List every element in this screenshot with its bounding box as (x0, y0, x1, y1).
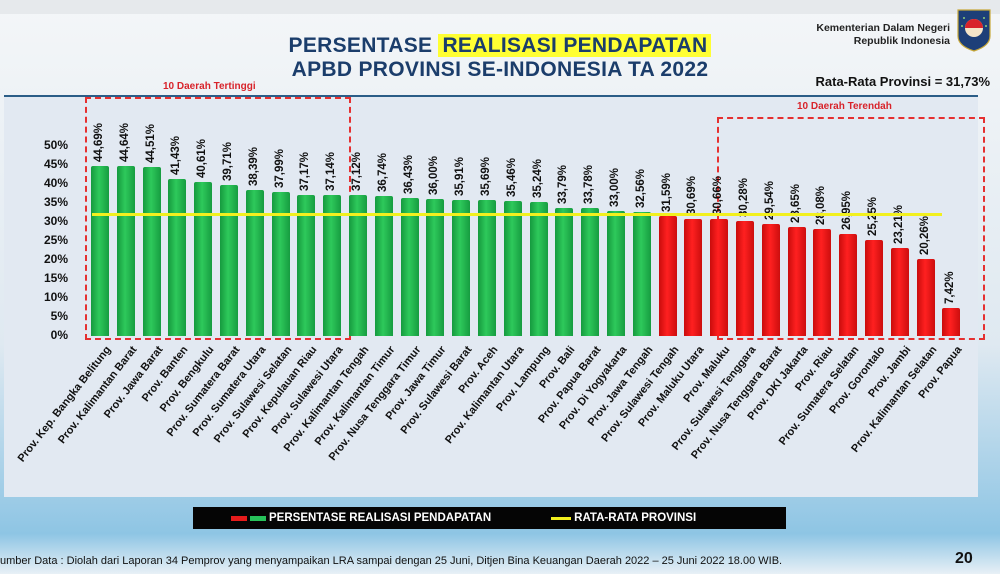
bar-value-label: 36,74% (376, 153, 389, 193)
legend-line-label: RATA-RATA PROVINSI (574, 512, 697, 524)
average-label: Rata-Rata Provinsi = 31,73% (815, 74, 991, 89)
chart-legend: PERSENTASE REALISASI PENDAPATAN RATA-RAT… (193, 507, 786, 529)
bar-value-label: 7,42% (944, 271, 957, 304)
y-tick-label: 15% (43, 271, 68, 285)
bar (581, 207, 600, 336)
y-tick-label: 35% (43, 195, 68, 209)
bar-value-label: 33,78% (583, 164, 596, 204)
bar (607, 210, 625, 336)
y-tick-label: 50% (43, 138, 68, 152)
y-tick-label: 25% (43, 233, 68, 247)
bar (658, 215, 677, 336)
bar-value-label: 29,54% (763, 180, 776, 220)
bar (813, 229, 832, 336)
bar-value-label: 41,43% (170, 135, 183, 175)
bar (91, 166, 109, 336)
bar (761, 223, 780, 336)
y-tick-label: 10% (43, 290, 68, 304)
bar-value-label: 35,46% (505, 158, 518, 198)
bar (323, 194, 342, 336)
bar-value-label: 33,79% (557, 164, 570, 204)
bar (865, 240, 883, 336)
bar (529, 202, 548, 336)
bar-value-label: 28,08% (815, 186, 828, 226)
bar-value-label: 36,00% (428, 156, 441, 196)
bar-value-label: 26,95% (841, 190, 854, 230)
bar-value-label: 35,91% (454, 156, 467, 196)
bar-value-label: 37,99% (273, 148, 286, 188)
bar-value-label: 25,25% (867, 197, 879, 237)
bar (271, 191, 290, 336)
bar-value-label: 44,64% (118, 123, 131, 163)
bar-value-label: 33,00% (609, 167, 621, 207)
bar-value-label: 37,14% (325, 151, 338, 191)
legend-red-swatch-icon (231, 515, 247, 521)
top-group-label: 10 Daerah Tertinggi (163, 81, 256, 92)
source-note: umber Data : Diolah dari Laporan 34 Pemp… (0, 555, 783, 567)
bar (916, 259, 935, 336)
bottom-group-label: 10 Daerah Terendah (797, 101, 892, 112)
bar (400, 197, 419, 336)
bar (942, 307, 961, 336)
bar (374, 196, 393, 336)
bar-value-label: 32,56% (634, 169, 647, 209)
bar (555, 207, 574, 336)
bar-value-label: 40,61% (196, 138, 209, 178)
bar-value-label: 37,17% (299, 151, 312, 191)
slide-top-bar (0, 0, 1000, 14)
bar (116, 166, 135, 336)
y-tick-label: 30% (43, 214, 68, 228)
y-tick-label: 20% (43, 252, 68, 266)
bar-value-label: 35,24% (531, 159, 544, 199)
bar-value-label: 20,26% (918, 215, 931, 255)
bar-value-label: 35,69% (480, 157, 492, 197)
bar-value-label: 30,69% (686, 176, 699, 216)
chart-title: PERSENTASE REALISASI PENDAPATAN APBD PRO… (270, 34, 730, 82)
bar (426, 199, 445, 336)
kemendagri-logo-icon (957, 9, 991, 52)
bar (787, 227, 806, 336)
title-line2: APBD PROVINSI SE-INDONESIA TA 2022 (291, 58, 709, 81)
bar-value-label: 44,69% (93, 123, 105, 163)
bar (168, 178, 187, 336)
bar (684, 219, 703, 336)
bar (710, 219, 729, 336)
bar (142, 166, 161, 336)
page-number: 20 (955, 550, 973, 567)
bar (478, 200, 496, 336)
bar-value-label: 39,71% (222, 142, 234, 182)
y-tick-label: 0% (50, 328, 68, 342)
legend-green-swatch-icon (250, 515, 266, 521)
bar (632, 212, 651, 336)
ministry-line1: Kementerian Dalam Negeri (816, 22, 950, 34)
bar (839, 233, 858, 336)
bar-value-label: 38,39% (247, 147, 260, 187)
bar (890, 247, 909, 336)
bar (297, 194, 316, 336)
bar (736, 220, 754, 336)
bar-value-label: 30,66% (712, 176, 725, 216)
legend-bars-label: PERSENTASE REALISASI PENDAPATAN (269, 512, 492, 524)
bar-value-label: 30,28% (738, 177, 750, 217)
average-line (92, 213, 942, 216)
bar (452, 199, 471, 336)
bar-value-label: 31,59% (660, 172, 673, 212)
ministry-line2: Republik Indonesia (853, 35, 950, 47)
bar-value-label: 36,43% (402, 154, 415, 194)
title-highlight: REALISASI PENDAPATAN (438, 34, 712, 57)
y-tick-label: 45% (43, 157, 68, 171)
ministry-name: Kementerian Dalam Negeri Republik Indone… (800, 22, 950, 48)
bar-value-label: 44,51% (144, 123, 157, 163)
bar (245, 190, 264, 336)
y-tick-label: 40% (43, 176, 68, 190)
legend-line-swatch-icon (551, 516, 572, 520)
bar (220, 185, 238, 336)
title-prefix: PERSENTASE (288, 34, 439, 57)
bar (503, 201, 522, 336)
bar (194, 181, 213, 336)
bar (349, 194, 367, 336)
y-tick-label: 5% (50, 309, 68, 323)
bar-value-label: 37,12% (351, 151, 363, 191)
